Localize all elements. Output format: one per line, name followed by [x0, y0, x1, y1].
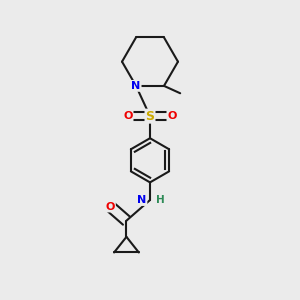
Text: O: O: [106, 202, 115, 212]
Text: S: S: [146, 110, 154, 123]
Text: O: O: [167, 111, 177, 121]
Text: H: H: [157, 195, 165, 205]
Text: N: N: [137, 195, 146, 205]
Text: N: N: [131, 81, 141, 91]
Text: O: O: [123, 111, 133, 121]
